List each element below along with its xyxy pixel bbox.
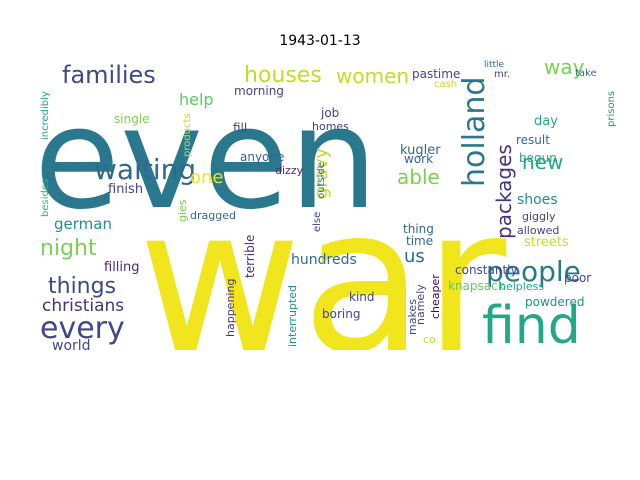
cloud-word-take: take xyxy=(575,68,597,79)
cloud-word-allowed: allowed xyxy=(517,224,559,237)
cloud-word-people: people xyxy=(486,255,581,288)
cloud-word-packages: packages xyxy=(492,144,516,239)
cloud-word-else: else xyxy=(312,212,323,232)
cloud-word-shoes: shoes xyxy=(517,192,558,208)
cloud-word-begun: begun xyxy=(519,151,557,165)
cloud-word-result: result xyxy=(516,133,550,147)
cloud-word-giggly: giggly xyxy=(522,210,556,223)
cloud-word-powdered: powdered xyxy=(525,295,584,309)
cloud-word-even: even xyxy=(34,78,378,241)
cloud-word-happening: happening xyxy=(224,279,237,337)
cloud-word-namely: namely xyxy=(414,284,427,325)
cloud-word-christians: christians xyxy=(42,296,124,316)
chart-title: 1943-01-13 xyxy=(279,33,361,49)
cloud-word-job: job xyxy=(320,106,339,120)
cloud-word-gravy: gravy xyxy=(311,147,332,199)
cloud-word-every: every xyxy=(40,311,125,346)
cloud-word-finish: finish xyxy=(108,182,143,197)
cloud-word-families: families xyxy=(62,61,156,89)
cloud-word-prisons: prisons xyxy=(606,91,617,127)
cloud-word-houses: houses xyxy=(244,63,322,88)
cloud-word-constantly: constantly xyxy=(455,263,518,277)
cloud-word-us: us xyxy=(404,246,425,267)
cloud-word-knapsack: knapsack xyxy=(448,279,505,293)
cloud-word-mr: mr. xyxy=(494,69,510,80)
cloud-word-outside: outside xyxy=(316,162,327,199)
cloud-word-women: women xyxy=(336,64,409,88)
cloud-word-single: single xyxy=(114,112,150,126)
cloud-word-world: world xyxy=(52,338,91,350)
cloud-word-incredibly: incredibly xyxy=(40,91,51,140)
cloud-word-morning: morning xyxy=(234,84,284,98)
cloud-word-kugler: kugler xyxy=(400,143,441,158)
cloud-word-streets: streets xyxy=(524,235,569,250)
cloud-word-work: work xyxy=(404,152,433,166)
cloud-word-makes: makes xyxy=(406,299,419,335)
cloud-word-one: one xyxy=(190,167,224,188)
cloud-word-homes: homes xyxy=(312,120,349,133)
cloud-word-dizzy: dizzy xyxy=(275,164,304,177)
cloud-word-terrible: terrible xyxy=(243,235,257,278)
cloud-word-besides: besides xyxy=(40,179,51,217)
cloud-word-day: day xyxy=(534,114,558,129)
cloud-word-time: time xyxy=(406,234,433,248)
cloud-word-help: help xyxy=(179,90,214,109)
cloud-word-dragged: dragged xyxy=(190,209,236,222)
cloud-word-gies: gies xyxy=(176,199,189,222)
cloud-word-anyone: anyone xyxy=(240,150,284,164)
cloud-word-able: able xyxy=(397,165,440,189)
cloud-word-little: little xyxy=(484,60,505,70)
cloud-word-co: co. xyxy=(423,333,439,346)
cloud-word-kind: kind xyxy=(349,290,375,304)
cloud-word-interrupted: interrupted xyxy=(286,285,299,347)
cloud-word-filling: filling xyxy=(104,260,140,275)
cloud-word-night: night xyxy=(40,236,97,261)
cloud-word-products: products xyxy=(182,113,193,157)
cloud-word-way: way xyxy=(544,57,585,79)
cloud-word-pastime: pastime xyxy=(412,67,460,81)
cloud-word-fill: fill xyxy=(233,121,247,135)
cloud-word-things: things xyxy=(48,274,116,299)
cloud-word-helpless: helpless xyxy=(499,280,544,293)
word-cloud: even war find people every waiting families hou… xyxy=(34,57,620,350)
cloud-word-cheaper: cheaper xyxy=(429,274,442,319)
cloud-word-german: german xyxy=(54,215,112,233)
cloud-word-hundreds: hundreds xyxy=(291,252,357,268)
cloud-word-holland: holland xyxy=(457,77,492,187)
cloud-word-cash: cash xyxy=(434,79,457,90)
cloud-word-war: war xyxy=(138,165,507,350)
cloud-word-find: find xyxy=(482,296,581,350)
cloud-word-new: new xyxy=(522,150,563,174)
cloud-word-boring: boring xyxy=(322,307,360,321)
cloud-word-poor: poor xyxy=(564,271,591,285)
cloud-word-waiting: waiting xyxy=(94,153,196,186)
cloud-word-thing: thing xyxy=(403,222,434,236)
